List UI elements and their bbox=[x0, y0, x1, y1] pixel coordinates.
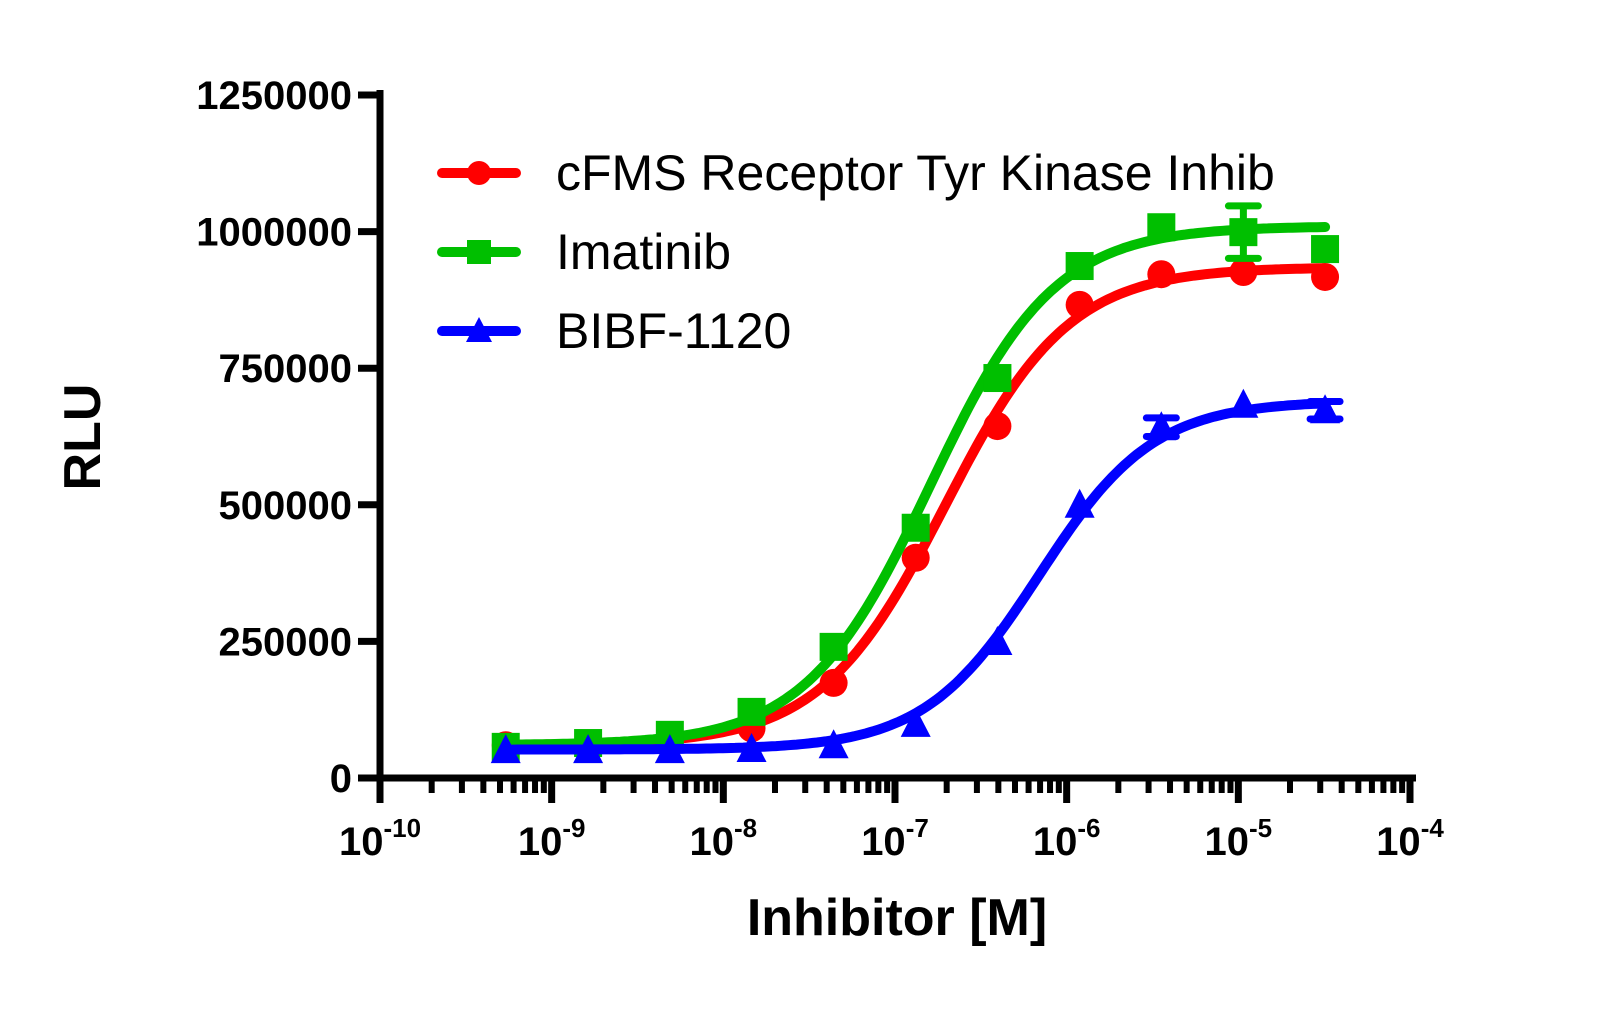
square-marker bbox=[1311, 235, 1340, 264]
square-marker bbox=[467, 240, 491, 264]
legend-item-2: BIBF-1120 bbox=[437, 303, 791, 359]
triangle-marker bbox=[982, 625, 1013, 655]
y-tick-label: 0 bbox=[330, 757, 352, 801]
x-tick-base: 10 bbox=[1033, 820, 1078, 864]
y-tick-label: 1250000 bbox=[196, 74, 352, 118]
circle-marker bbox=[467, 161, 491, 185]
triangle-marker bbox=[490, 734, 521, 764]
legend-label: BIBF-1120 bbox=[556, 303, 791, 359]
square-marker bbox=[901, 513, 930, 542]
x-tick-label: 10-6 bbox=[1033, 813, 1101, 864]
x-tick-exponent: -5 bbox=[1249, 813, 1272, 843]
x-tick-label: 10-7 bbox=[861, 813, 929, 864]
x-tick-base: 10 bbox=[861, 820, 906, 864]
legend-label: Imatinib bbox=[556, 224, 731, 280]
triangle-marker bbox=[1064, 488, 1095, 518]
fit-curve bbox=[500, 398, 1331, 755]
x-tick-base: 10 bbox=[1205, 820, 1250, 864]
x-tick-label: 10-4 bbox=[1376, 813, 1444, 864]
square-marker bbox=[737, 697, 766, 726]
circle-marker bbox=[1229, 258, 1258, 287]
y-tick-label: 1000000 bbox=[196, 211, 352, 255]
triangle-marker bbox=[573, 734, 604, 764]
y-tick-label: 500000 bbox=[219, 484, 352, 528]
triangle-marker bbox=[1146, 411, 1177, 441]
circle-marker bbox=[901, 543, 930, 572]
x-axis-title: Inhibitor [M] bbox=[747, 889, 1047, 947]
x-tick-exponent: -9 bbox=[562, 813, 585, 843]
series-1 bbox=[491, 202, 1340, 761]
square-marker bbox=[1229, 218, 1258, 247]
triangle-marker bbox=[1310, 394, 1341, 424]
triangle-marker bbox=[1228, 388, 1259, 418]
y-axis-title: RLU bbox=[54, 384, 112, 491]
legend: cFMS Receptor Tyr Kinase Inhib Imatinib BI… bbox=[437, 145, 1275, 359]
triangle-marker bbox=[466, 317, 492, 342]
x-tick-base: 10 bbox=[518, 820, 563, 864]
x-tick-label: 10-5 bbox=[1205, 813, 1273, 864]
square-marker bbox=[983, 364, 1012, 393]
legend-item-0: cFMS Receptor Tyr Kinase Inhib bbox=[437, 145, 1275, 201]
triangle-marker bbox=[900, 707, 931, 737]
x-tick-exponent: -4 bbox=[1421, 813, 1445, 843]
y-tick-label: 750000 bbox=[219, 347, 352, 391]
y-tick-label: 250000 bbox=[219, 620, 352, 664]
x-tick-base: 10 bbox=[690, 820, 735, 864]
series-2 bbox=[490, 388, 1344, 764]
circle-marker bbox=[1147, 260, 1176, 289]
triangle-marker bbox=[818, 729, 849, 759]
circle-marker bbox=[819, 668, 848, 697]
x-tick-exponent: -6 bbox=[1077, 813, 1100, 843]
triangle-marker bbox=[654, 734, 685, 764]
triangle-marker bbox=[736, 733, 767, 763]
x-tick-base: 10 bbox=[339, 820, 384, 864]
x-tick-exponent: -10 bbox=[383, 813, 421, 843]
x-tick-label: 10-9 bbox=[518, 813, 586, 864]
legend-label: cFMS Receptor Tyr Kinase Inhib bbox=[556, 145, 1275, 201]
x-tick-label: 10-10 bbox=[339, 813, 421, 864]
plot-area bbox=[490, 202, 1344, 764]
square-marker bbox=[1147, 213, 1176, 242]
square-marker bbox=[819, 632, 848, 661]
circle-marker bbox=[1311, 262, 1340, 291]
x-tick-label: 10-8 bbox=[690, 813, 758, 864]
legend-item-1: Imatinib bbox=[437, 224, 731, 280]
circle-marker bbox=[983, 412, 1012, 441]
square-marker bbox=[1065, 252, 1094, 281]
circle-marker bbox=[1065, 290, 1094, 319]
x-tick-exponent: -8 bbox=[734, 813, 757, 843]
x-tick-exponent: -7 bbox=[906, 813, 929, 843]
x-tick-base: 10 bbox=[1376, 820, 1421, 864]
